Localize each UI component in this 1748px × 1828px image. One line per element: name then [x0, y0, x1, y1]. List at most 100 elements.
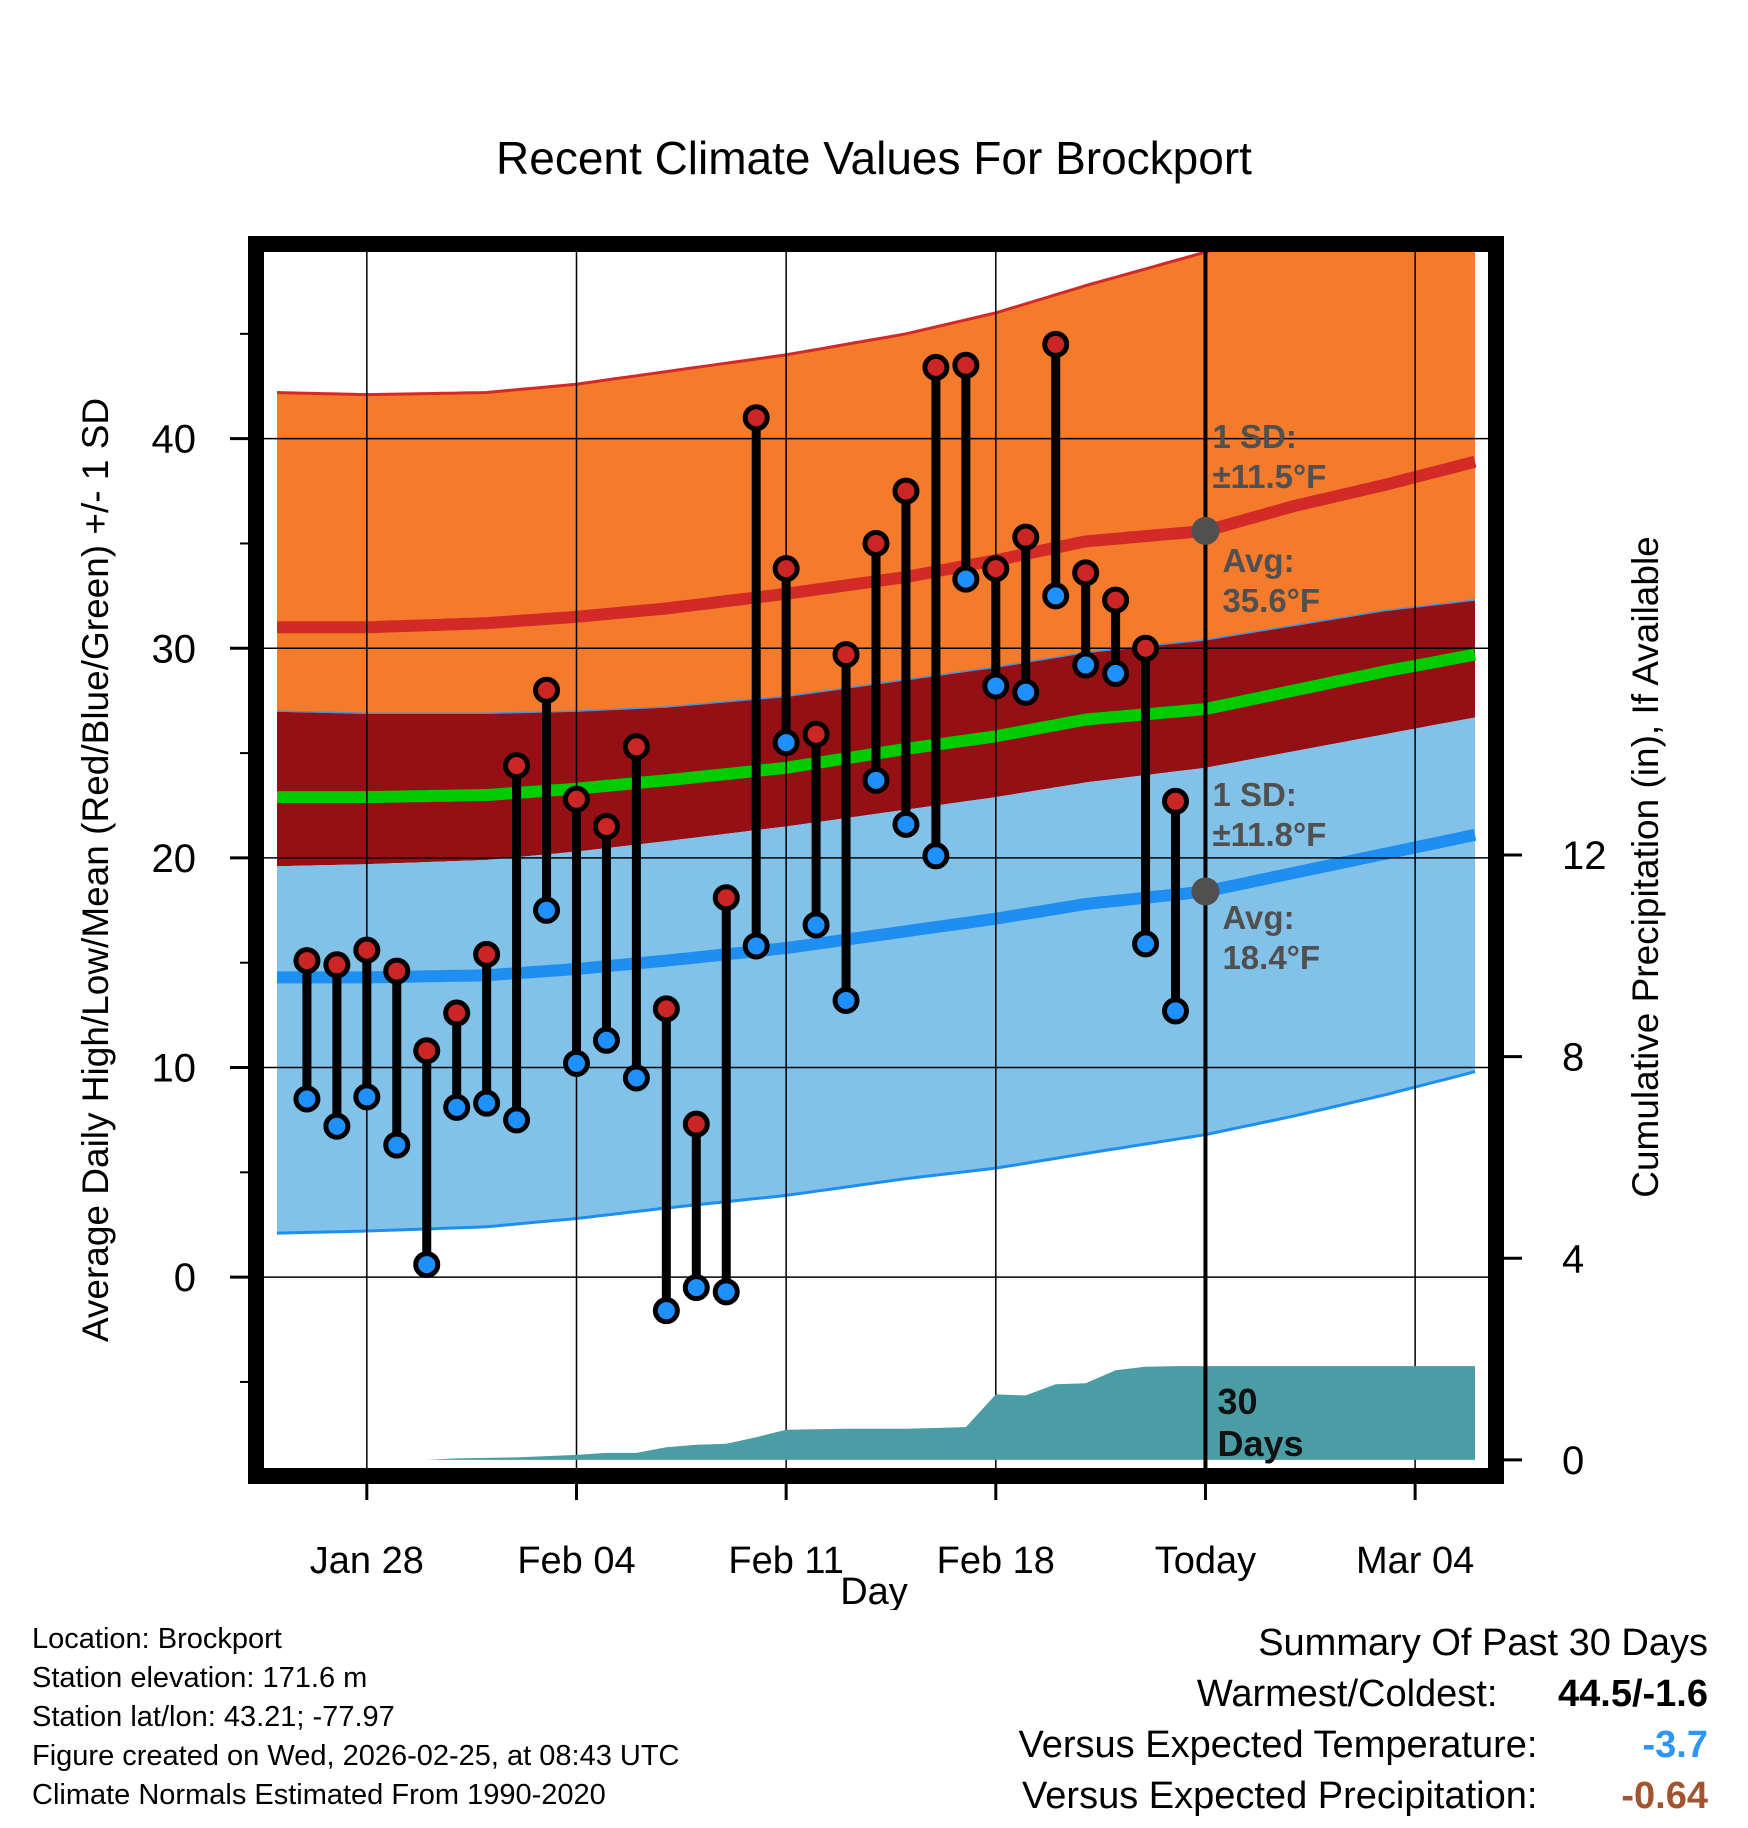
- y-tick-label: 30: [152, 627, 197, 671]
- high-point: [652, 995, 680, 1023]
- low-point: [533, 896, 561, 924]
- low-point: [562, 1049, 590, 1077]
- high-point: [592, 812, 620, 840]
- low-point: [443, 1093, 471, 1121]
- x-axis-label: Day: [840, 1571, 908, 1610]
- low-point: [862, 766, 890, 794]
- high-point: [293, 947, 321, 975]
- summary-title: Summary Of Past 30 Days: [1258, 1622, 1708, 1664]
- low-point: [503, 1106, 531, 1134]
- low-point: [682, 1274, 710, 1302]
- low-point: [1132, 930, 1160, 958]
- high-avg-value: 35.6°F: [1222, 582, 1320, 619]
- y2-axis-label: Cumulative Precipitation (in), If Availa…: [1625, 536, 1666, 1198]
- high-sd-value: ±11.5°F: [1212, 458, 1326, 495]
- high-point: [802, 720, 830, 748]
- chart-title: Recent Climate Values For Brockport: [496, 132, 1252, 184]
- low-lower-line: [276, 1070, 1476, 1235]
- high-sd-label: 1 SD:: [1212, 418, 1296, 455]
- high-point: [1042, 330, 1070, 358]
- high-point: [952, 351, 980, 379]
- latlon-text: Station lat/lon: 43.21; -77.97: [32, 1701, 395, 1733]
- y-tick-label: 40: [152, 418, 197, 462]
- plot-frame: [248, 236, 1504, 1484]
- high-point: [862, 529, 890, 557]
- high-point: [832, 641, 860, 669]
- low-avg-value: 18.4°F: [1222, 939, 1320, 976]
- low-point: [622, 1064, 650, 1092]
- high-point: [1012, 523, 1040, 551]
- low-sd-label: 1 SD:: [1212, 776, 1296, 813]
- low-point: [323, 1112, 351, 1140]
- high-point: [353, 936, 381, 964]
- warmest-label: Warmest/Coldest:: [1196, 1673, 1498, 1715]
- station-info: Location: Brockport Station elevation: 1…: [32, 1620, 680, 1815]
- x-tick-label: Feb 18: [937, 1540, 1055, 1582]
- x-tick-label: Feb 11: [728, 1540, 843, 1582]
- climate-chart: Recent Climate Values For Brockport 1 SD…: [75, 132, 1666, 1610]
- precip-label: Versus Expected Precipitation:: [1022, 1775, 1538, 1817]
- y2-tick-label: 12: [1562, 834, 1607, 878]
- warmest-value: 44.5/-1.6: [1558, 1673, 1708, 1715]
- temp-value: -3.7: [1642, 1724, 1708, 1766]
- high-point: [1102, 586, 1130, 614]
- x-tick-label: Jan 28: [310, 1540, 424, 1582]
- high-point: [922, 353, 950, 381]
- low-point: [832, 986, 860, 1014]
- normals-text: Climate Normals Estimated From 1990-2020: [32, 1779, 606, 1811]
- high-point: [473, 940, 501, 968]
- x-tick-label: Mar 04: [1356, 1540, 1474, 1582]
- location-text: Location: Brockport: [32, 1623, 282, 1655]
- high-upper-line: [276, 250, 1217, 397]
- low-avg-marker: [1191, 877, 1220, 906]
- low-point: [712, 1278, 740, 1306]
- low-mean-line: [277, 828, 1477, 984]
- axes: Jan 28 Feb 04 Feb 11 Feb 18 Today Mar 04 0 10 20…: [152, 332, 1607, 1582]
- y2-tick-label: 4: [1562, 1237, 1584, 1281]
- y-tick-label: 10: [152, 1047, 197, 1091]
- low-point: [353, 1083, 381, 1111]
- elevation-text: Station elevation: 171.6 m: [32, 1662, 368, 1694]
- summary-precip-row: Versus Expected Precipitation: -0.64: [1019, 1771, 1708, 1822]
- low-avg-label: Avg:: [1222, 899, 1294, 936]
- low-point: [473, 1089, 501, 1117]
- high-point: [682, 1110, 710, 1138]
- high-point: [562, 785, 590, 813]
- high-point: [413, 1037, 441, 1065]
- high-point: [503, 752, 531, 780]
- daily-observations: [293, 330, 1190, 1325]
- high-point: [1162, 787, 1190, 815]
- high-point: [982, 555, 1010, 583]
- created-text: Figure created on Wed, 2026-02-25, at 08…: [32, 1740, 680, 1772]
- low-point: [652, 1297, 680, 1325]
- days-label-text: Days: [1217, 1423, 1303, 1464]
- x-tick-label: Today: [1155, 1540, 1256, 1582]
- low-point: [982, 672, 1010, 700]
- low-point: [1042, 582, 1070, 610]
- high-point: [622, 733, 650, 761]
- precipitation-area: [276, 1366, 1476, 1460]
- days-label-count: 30: [1217, 1381, 1257, 1422]
- low-point: [922, 842, 950, 870]
- y-tick-label: 20: [152, 837, 197, 881]
- y2-tick-label: 8: [1562, 1036, 1584, 1080]
- high-point: [712, 884, 740, 912]
- low-point: [383, 1131, 411, 1159]
- high-point: [742, 404, 770, 432]
- low-point: [413, 1251, 441, 1279]
- high-point: [1132, 634, 1160, 662]
- low-point: [293, 1085, 321, 1113]
- low-point: [892, 810, 920, 838]
- high-point: [892, 477, 920, 505]
- low-point: [1102, 659, 1130, 687]
- low-point: [952, 565, 980, 593]
- low-point: [1072, 651, 1100, 679]
- low-sd-value: ±11.8°F: [1212, 816, 1326, 853]
- low-point: [592, 1026, 620, 1054]
- low-point: [1012, 678, 1040, 706]
- y-tick-label: 0: [174, 1256, 196, 1300]
- summary-temp-row: Versus Expected Temperature: -3.7: [1019, 1720, 1708, 1771]
- low-point: [802, 911, 830, 939]
- high-point: [383, 957, 411, 985]
